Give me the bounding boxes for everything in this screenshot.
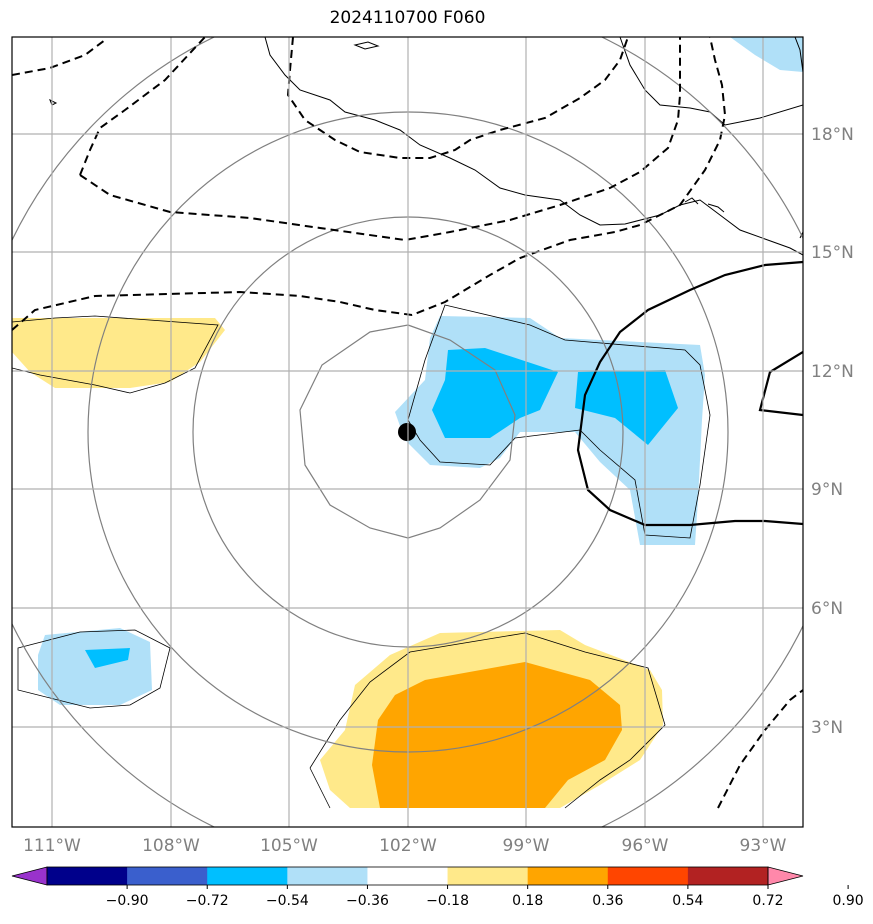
lat-label-15n: 15°N [811, 243, 854, 263]
coastlines [49, 37, 803, 256]
colorbar-tick-label: −0.36 [346, 893, 389, 909]
colorbar-segment [527, 867, 609, 885]
map-frame [11, 36, 804, 828]
lon-label-96w: 96°W [622, 836, 669, 856]
lat-label-12n: 12°N [811, 362, 854, 382]
lon-label-102w: 102°W [379, 836, 437, 856]
colorbar-segment [47, 867, 128, 885]
colorbar-extend-low [11, 866, 48, 886]
lon-label-93w: 93°W [740, 836, 787, 856]
pos-anomaly-light-west [12, 318, 225, 388]
lon-label-99w: 99°W [503, 836, 550, 856]
colorbar-tick-label: −0.72 [186, 893, 229, 909]
colorbar-segment [127, 867, 208, 885]
colorbar-tick-label: 0.18 [512, 893, 543, 909]
lat-label-9n: 9°N [811, 480, 843, 500]
colorbar-tick-label: −0.90 [106, 893, 149, 909]
lon-labels: 111°W 108°W 105°W 102°W 99°W 96°W 93°W [23, 836, 787, 856]
storm-center-marker [398, 423, 416, 441]
map-plot-area [12, 37, 803, 827]
anomaly-outlines [12, 304, 711, 809]
lat-label-18n: 18°N [811, 125, 854, 145]
colorbar-segment [687, 867, 769, 885]
colorbar: −0.90 −0.72 −0.54 −0.36 −0.18 0.18 0.36 0.54 0.7… [11, 866, 864, 909]
graticule [12, 37, 803, 827]
lon-label-105w: 105°W [260, 836, 318, 856]
neg-anomaly-dark-east [575, 370, 678, 445]
lat-labels: 18°N 15°N 12°N 9°N 6°N 3°N [811, 125, 854, 738]
neg-anomaly-dark-sw [85, 648, 130, 668]
lat-label-3n: 3°N [811, 718, 843, 738]
lon-label-111w: 111°W [23, 836, 81, 856]
solid-contours [576, 260, 803, 527]
colorbar-tick-label: 0.54 [672, 893, 703, 909]
neg-anomaly-light-ne [730, 37, 803, 72]
colorbar-segment [447, 867, 529, 885]
colorbar-segment [607, 867, 689, 885]
pos-anomaly-strong-south [372, 662, 622, 808]
colorbar-extend-high [767, 866, 804, 886]
colorbar-segment [207, 867, 288, 885]
colorbar-tick-label: 0.36 [592, 893, 623, 909]
colorbar-tick-label: 0.90 [833, 893, 864, 909]
lat-label-6n: 6°N [811, 599, 843, 619]
colorbar-tick-label: −0.54 [266, 893, 309, 909]
dashed-contours [12, 37, 803, 809]
map-title: 2024110700 F060 [329, 8, 486, 28]
colorbar-tick-label: 0.72 [752, 893, 783, 909]
colorbar-segment [367, 867, 449, 885]
colorbar-segment [287, 867, 368, 885]
colorbar-outline [46, 866, 769, 886]
colorbar-tick-label: −0.18 [426, 893, 469, 909]
lon-label-108w: 108°W [142, 836, 200, 856]
